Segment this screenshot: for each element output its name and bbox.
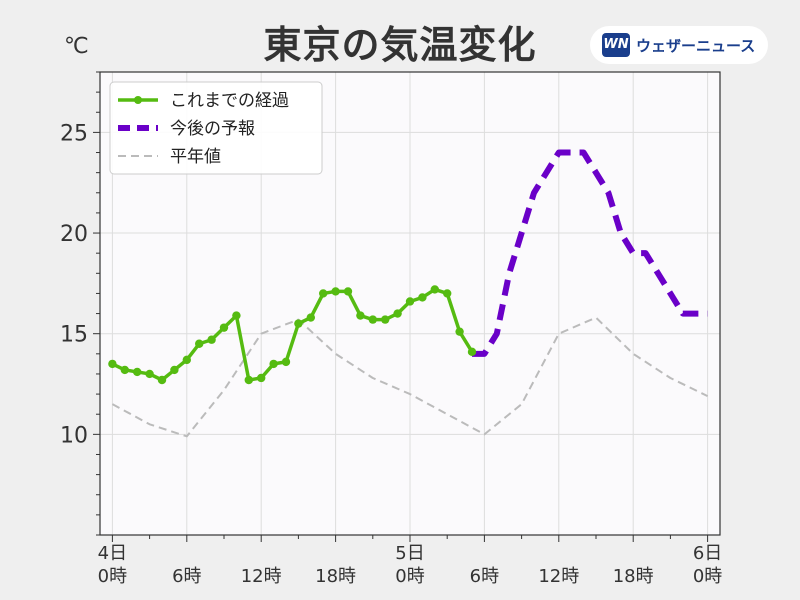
legend-box — [109, 81, 323, 175]
y-tick-label: 20 — [60, 222, 88, 247]
data-point — [281, 357, 291, 367]
x-tick-label-hour: 6時 — [470, 566, 499, 587]
data-point — [356, 311, 365, 320]
x-tick-label-hour: 12時 — [538, 566, 579, 587]
x-tick-label-hour: 0時 — [98, 566, 127, 587]
data-point — [455, 327, 464, 336]
x-tick-label-day: 5日 — [395, 543, 424, 564]
data-point — [443, 289, 452, 298]
data-point — [418, 293, 427, 302]
data-point — [368, 315, 377, 324]
weathernews-logo-icon: WN — [602, 33, 630, 57]
data-point — [219, 323, 229, 332]
x-tick-label-hour: 18時 — [613, 566, 654, 587]
y-unit-label: ℃ — [64, 34, 89, 59]
legend-label: 今後の予報 — [170, 119, 255, 139]
data-point — [232, 311, 241, 320]
data-point — [133, 367, 142, 377]
chart-title: 東京の気温変化 — [263, 23, 537, 67]
brand-badge: WN ウェザーニュース — [590, 26, 768, 64]
x-tick-label-hour: 0時 — [693, 566, 722, 587]
x-tick-label-day: 6日 — [693, 543, 722, 564]
legend-label: これまでの経過 — [170, 91, 289, 111]
data-point — [331, 287, 340, 296]
data-point — [393, 309, 402, 318]
data-point — [170, 365, 179, 375]
data-point — [343, 287, 353, 296]
x-tick-label-hour: 18時 — [315, 566, 356, 587]
data-point — [157, 375, 167, 385]
data-point — [195, 339, 204, 348]
brand-name: ウェザーニュース — [636, 37, 756, 55]
y-tick-label: 15 — [60, 323, 88, 348]
data-point — [306, 313, 315, 322]
x-tick-label-hour: 12時 — [241, 566, 282, 587]
legend-marker — [134, 96, 142, 104]
data-point — [120, 365, 129, 375]
data-point — [381, 315, 390, 324]
x-tick-label-hour: 6時 — [172, 566, 201, 587]
y-tick-label: 25 — [60, 121, 88, 146]
data-point — [244, 375, 253, 385]
data-point — [319, 289, 328, 298]
data-point — [145, 369, 154, 379]
data-point — [405, 297, 415, 306]
y-tick-label: 10 — [60, 423, 88, 448]
data-point — [257, 373, 266, 383]
series-line — [111, 316, 709, 438]
data-point — [182, 355, 191, 365]
x-tick-label-hour: 0時 — [395, 566, 424, 587]
data-point — [430, 285, 439, 294]
data-point — [108, 359, 117, 369]
data-point — [294, 319, 303, 328]
data-point — [207, 335, 216, 344]
x-tick-label-day: 4日 — [98, 543, 127, 564]
data-point — [269, 359, 278, 369]
legend-label: 平年値 — [170, 147, 221, 167]
data-point — [467, 347, 477, 357]
series-line — [472, 149, 708, 357]
